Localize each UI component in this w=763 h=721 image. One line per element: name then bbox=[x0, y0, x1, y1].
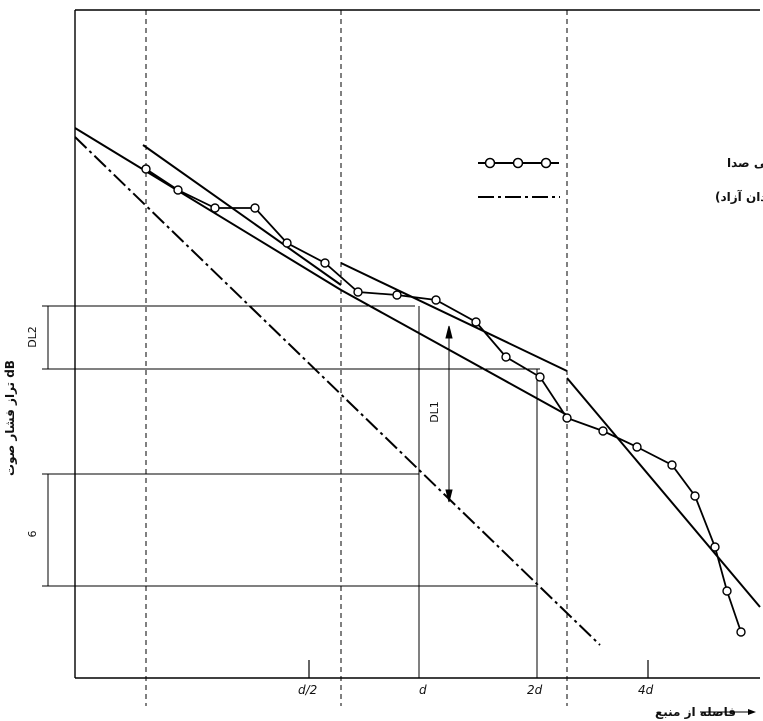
data-point-17 bbox=[690, 491, 700, 501]
legend-label-free-field: بدون بازتاب( میدان آزاد) bbox=[715, 189, 763, 205]
data-point-10 bbox=[471, 317, 481, 327]
data-point-5 bbox=[282, 238, 292, 248]
horizontal-reference-lines bbox=[42, 305, 540, 587]
segment-3 bbox=[340, 262, 568, 372]
data-point-3 bbox=[210, 203, 220, 213]
spatial-decay-polyline bbox=[145, 168, 742, 633]
x-axis-arrow-head bbox=[748, 709, 756, 715]
legend-label-measured: منحنی انتشار فضایی صدا bbox=[727, 156, 763, 170]
legend: منحنی انتشار فضایی صدا بدون بازتاب( میدا… bbox=[478, 156, 763, 205]
axes bbox=[74, 9, 760, 679]
tick-label-d: d bbox=[419, 683, 427, 697]
segment-4 bbox=[340, 289, 568, 416]
data-point-7 bbox=[353, 287, 363, 297]
vertical-drop-lines bbox=[418, 306, 538, 678]
fitted-segments bbox=[74, 127, 761, 608]
data-point-11 bbox=[501, 352, 511, 362]
dashed-reference-lines bbox=[145, 10, 568, 706]
x-axis-label-group: فاصله از منبع bbox=[655, 705, 756, 719]
data-point-12 bbox=[535, 372, 545, 382]
dl1-dimension bbox=[445, 325, 453, 503]
dl1-arrow-up bbox=[445, 325, 453, 339]
data-point-13 bbox=[562, 413, 572, 423]
data-point-1 bbox=[141, 164, 151, 174]
six-label: 6 bbox=[26, 531, 39, 538]
segment-2 bbox=[142, 144, 342, 286]
data-point-9 bbox=[431, 295, 441, 305]
x-ticks bbox=[308, 660, 649, 678]
legend-entry-free-field: بدون بازتاب( میدان آزاد) bbox=[478, 189, 763, 205]
data-point-15 bbox=[632, 442, 642, 452]
free-field-line bbox=[74, 136, 601, 646]
x-tick-labels: d/2 d 2d 4d bbox=[298, 683, 654, 697]
x-axis-label: فاصله از منبع bbox=[655, 705, 736, 719]
dl1-label: DL1 bbox=[428, 401, 441, 423]
data-point-4 bbox=[250, 203, 260, 213]
data-point-6 bbox=[320, 258, 330, 268]
data-point-20 bbox=[736, 627, 746, 637]
spatial-decay-curve bbox=[141, 164, 746, 637]
dl1-arrow-down bbox=[445, 489, 453, 503]
data-point-18 bbox=[710, 542, 720, 552]
tick-label-2d: 2d bbox=[527, 683, 543, 697]
data-point-14 bbox=[598, 426, 608, 436]
legend-entry-measured: منحنی انتشار فضایی صدا bbox=[478, 156, 763, 170]
segment-5 bbox=[566, 377, 761, 608]
dl2-label: DL2 bbox=[26, 326, 39, 348]
data-point-19 bbox=[722, 586, 732, 596]
segment-1 bbox=[74, 127, 342, 291]
data-point-2 bbox=[173, 185, 183, 195]
y-axis-label: dB تراز فشار صوت bbox=[3, 360, 18, 476]
tick-label-4d: 4d bbox=[638, 683, 654, 697]
data-point-8 bbox=[392, 290, 402, 300]
tick-label-d-half: d/2 bbox=[298, 683, 317, 697]
data-point-16 bbox=[667, 460, 677, 470]
